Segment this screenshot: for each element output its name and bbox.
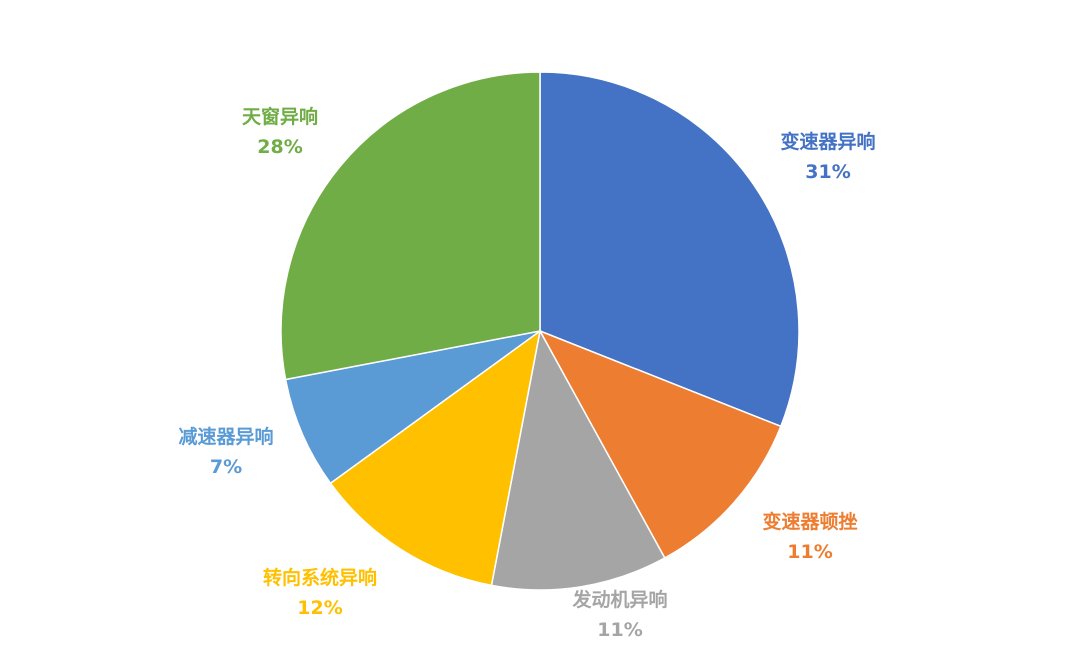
pie-slice-0 [539, 71, 800, 428]
slice-name: 减速器异响 [178, 426, 274, 448]
pie-slice-3 [329, 329, 542, 587]
pie-slice-5 [280, 71, 541, 381]
slice-percent: 12% [297, 597, 343, 619]
label-slice-4: 减速器异响 7% [178, 422, 273, 482]
slice-percent: 28% [257, 136, 303, 158]
pie-slice-2 [490, 328, 666, 591]
slice-percent: 7% [209, 456, 243, 478]
slice-percent: 11% [597, 619, 643, 641]
label-slice-3: 转向系统异响 12% [263, 563, 377, 623]
slice-name: 天窗异响 [241, 106, 319, 128]
label-slice-2: 发动机异响 11% [572, 585, 667, 645]
pie-slice-4 [284, 330, 541, 485]
slice-percent: 11% [787, 541, 833, 563]
slice-name: 发动机异响 [572, 589, 668, 611]
slice-percent: 31% [805, 161, 851, 183]
slice-name: 变速器异响 [780, 131, 876, 153]
slice-name: 变速器顿挫 [762, 511, 858, 533]
label-slice-1: 变速器顿挫 11% [762, 507, 857, 567]
slice-name: 转向系统异响 [262, 567, 378, 589]
label-slice-0: 变速器异响 31% [780, 127, 875, 187]
label-slice-5: 天窗异响 28% [242, 102, 318, 162]
pie-slice-1 [538, 329, 782, 559]
